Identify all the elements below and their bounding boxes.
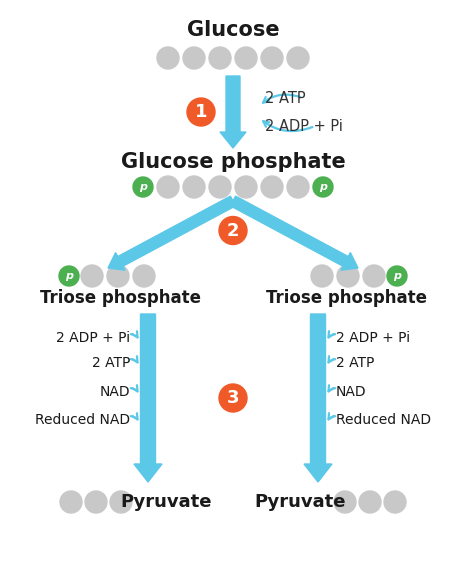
Circle shape	[85, 491, 107, 513]
Text: Glucose phosphate: Glucose phosphate	[120, 152, 346, 172]
Circle shape	[81, 265, 103, 287]
Circle shape	[219, 384, 247, 412]
Text: p: p	[139, 182, 147, 192]
Circle shape	[387, 266, 407, 286]
Text: p: p	[65, 271, 73, 281]
Circle shape	[219, 217, 247, 245]
Polygon shape	[220, 76, 246, 148]
Circle shape	[60, 491, 82, 513]
Circle shape	[59, 266, 79, 286]
Circle shape	[359, 491, 381, 513]
Circle shape	[363, 265, 385, 287]
Text: NAD: NAD	[99, 385, 130, 399]
Circle shape	[261, 47, 283, 69]
Text: 2 ADP + Pi: 2 ADP + Pi	[56, 331, 130, 345]
Circle shape	[187, 98, 215, 126]
Circle shape	[183, 47, 205, 69]
Text: Glucose: Glucose	[187, 20, 279, 40]
Polygon shape	[230, 196, 358, 270]
Text: p: p	[319, 182, 327, 192]
Text: Triose phosphate: Triose phosphate	[266, 289, 426, 307]
Text: 2 ADP + Pi: 2 ADP + Pi	[265, 118, 343, 134]
Circle shape	[287, 176, 309, 198]
Text: 2 ATP: 2 ATP	[92, 356, 130, 370]
Circle shape	[157, 176, 179, 198]
Text: 2 ATP: 2 ATP	[336, 356, 375, 370]
Text: 2 ATP: 2 ATP	[265, 90, 305, 105]
Text: 2: 2	[227, 222, 239, 240]
Circle shape	[384, 491, 406, 513]
Circle shape	[313, 177, 333, 197]
Text: Reduced NAD: Reduced NAD	[35, 413, 130, 427]
Circle shape	[183, 176, 205, 198]
Circle shape	[337, 265, 359, 287]
Text: 3: 3	[227, 389, 239, 407]
Circle shape	[110, 491, 132, 513]
Circle shape	[157, 47, 179, 69]
Polygon shape	[108, 196, 235, 270]
Text: Triose phosphate: Triose phosphate	[40, 289, 200, 307]
Text: p: p	[393, 271, 401, 281]
Text: NAD: NAD	[336, 385, 367, 399]
Circle shape	[287, 47, 309, 69]
Circle shape	[261, 176, 283, 198]
Circle shape	[133, 177, 153, 197]
Circle shape	[235, 47, 257, 69]
Text: Reduced NAD: Reduced NAD	[336, 413, 431, 427]
Circle shape	[209, 176, 231, 198]
Circle shape	[235, 176, 257, 198]
Polygon shape	[304, 314, 332, 482]
Circle shape	[209, 47, 231, 69]
Text: 1: 1	[195, 103, 207, 121]
Circle shape	[311, 265, 333, 287]
Text: 2 ADP + Pi: 2 ADP + Pi	[336, 331, 410, 345]
Text: Pyruvate: Pyruvate	[254, 493, 346, 511]
Text: Pyruvate: Pyruvate	[120, 493, 212, 511]
Circle shape	[334, 491, 356, 513]
Polygon shape	[134, 314, 162, 482]
Circle shape	[133, 265, 155, 287]
Circle shape	[107, 265, 129, 287]
